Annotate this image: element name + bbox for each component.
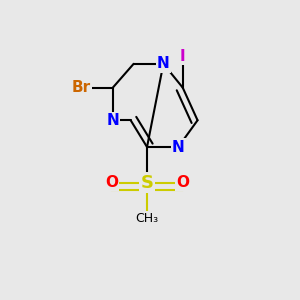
Text: N: N — [106, 113, 119, 128]
Text: O: O — [105, 175, 118, 190]
Text: Br: Br — [72, 80, 91, 95]
Text: CH₃: CH₃ — [136, 212, 159, 225]
Text: O: O — [176, 175, 189, 190]
Text: S: S — [140, 174, 154, 192]
Text: N: N — [172, 140, 184, 154]
Text: N: N — [157, 56, 170, 71]
Text: I: I — [180, 49, 185, 64]
